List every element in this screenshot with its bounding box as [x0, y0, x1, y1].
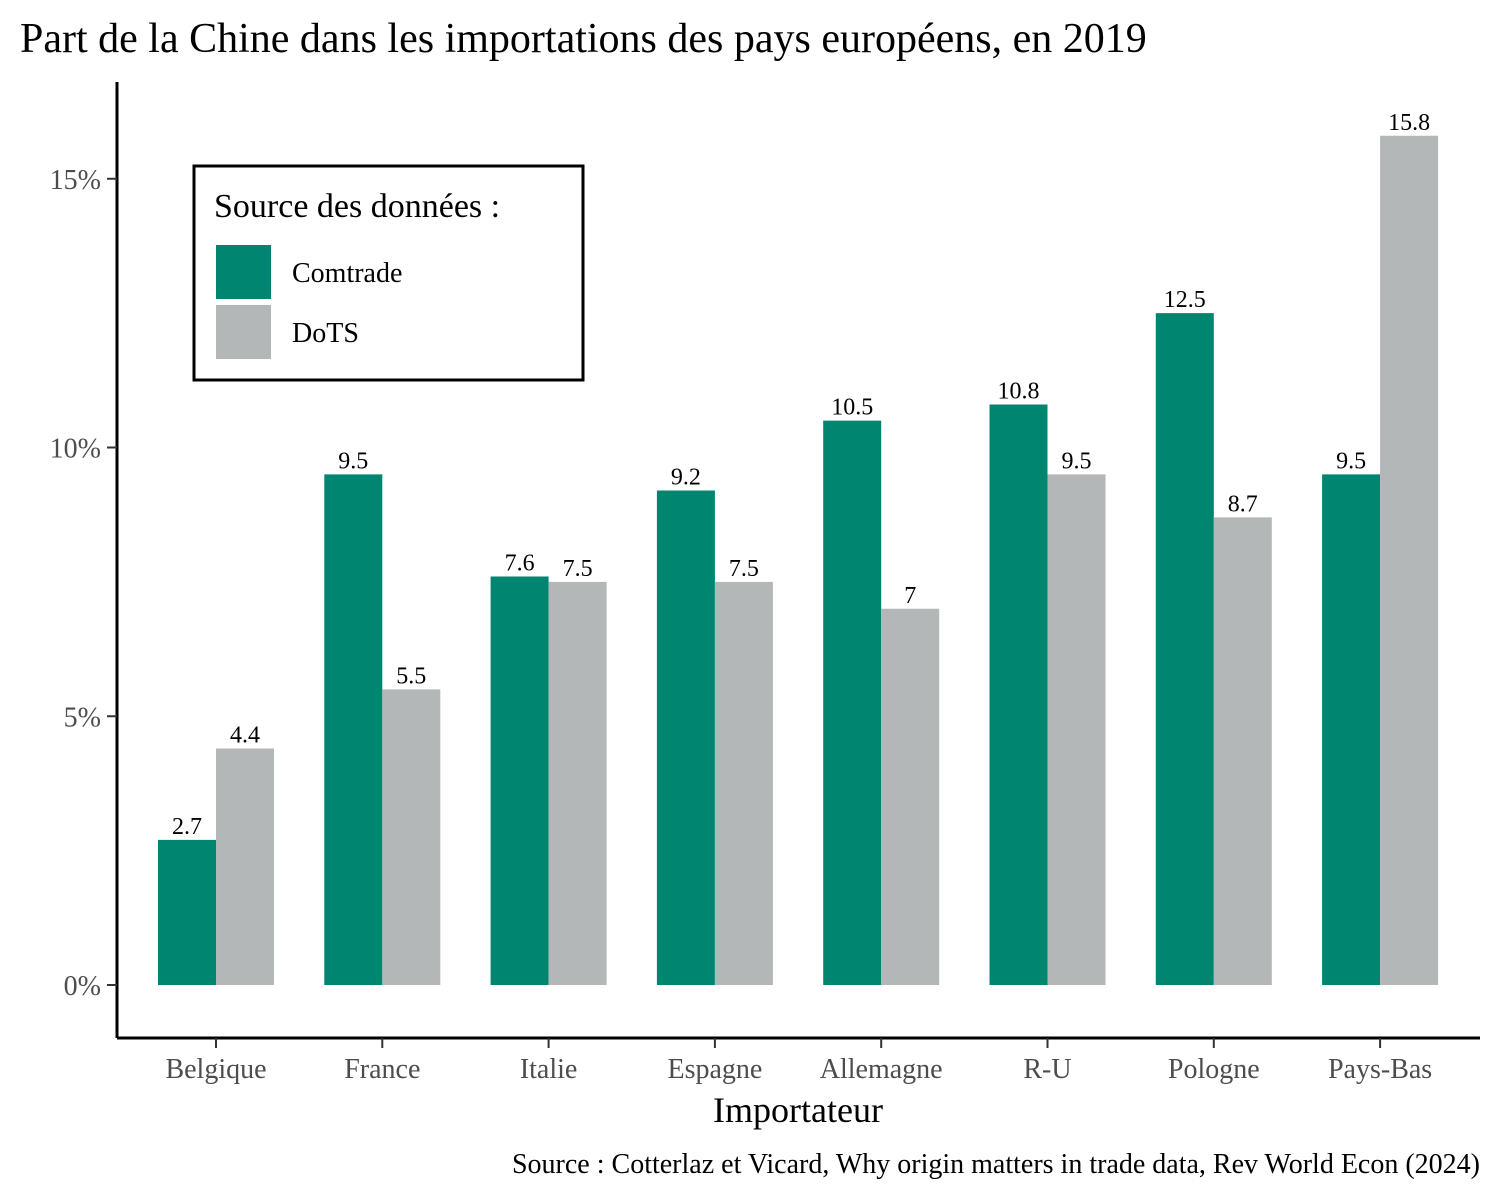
y-tick-label: 10%	[50, 434, 101, 465]
bar-comtrade-belgique	[158, 839, 216, 985]
x-tick-label: Belgique	[165, 1054, 266, 1085]
data-label: 7.5	[563, 556, 593, 582]
bar-dots-espagne	[714, 581, 773, 985]
y-tick-label: 0%	[64, 971, 101, 1002]
bar-comtrade-espagne	[656, 490, 715, 985]
data-label: 15.8	[1388, 110, 1430, 136]
x-axis-title: Importateur	[713, 1090, 883, 1130]
bar-dots-pays-bas	[1380, 135, 1439, 985]
bar-dots-allemagne	[881, 608, 940, 985]
bar-comtrade-pologne	[1155, 313, 1214, 985]
y-tick-label: 5%	[64, 702, 101, 733]
bar-dots-r-u	[1047, 474, 1106, 985]
data-label: 9.2	[671, 465, 701, 491]
legend: Source des données : Comtrade DoTS	[192, 164, 585, 382]
legend-title: Source des données :	[214, 188, 500, 225]
x-tick-label: Pologne	[1168, 1054, 1260, 1085]
source-caption: Source : Cotterlaz et Vicard, Why origin…	[512, 1149, 1480, 1180]
data-label: 12.5	[1164, 287, 1206, 313]
data-labels-layer: 2.7 4.4 9.5 5.5 7.6 7.5 9.2 7.5 10.5 7 10.8 9.5 12.5…	[172, 110, 1430, 840]
data-label: 10.5	[831, 395, 873, 421]
bar-dots-france	[382, 689, 441, 985]
bar-comtrade-pays-bas	[1322, 474, 1381, 985]
legend-label-dots: DoTS	[292, 318, 359, 349]
data-label: 7	[904, 583, 916, 609]
data-label: 5.5	[396, 663, 426, 689]
data-label: 9.5	[1336, 448, 1366, 474]
data-label: 9.5	[338, 448, 368, 474]
y-axis: 0% 5% 10% 15%	[50, 82, 119, 1038]
bar-comtrade-italie	[490, 576, 549, 985]
data-label: 2.7	[172, 814, 202, 840]
legend-swatch-comtrade	[216, 245, 271, 299]
x-tick-label: France	[344, 1054, 420, 1085]
x-tick-label: Espagne	[667, 1054, 762, 1085]
y-tick-label: 15%	[50, 165, 101, 196]
data-label: 10.8	[998, 379, 1040, 405]
bar-dots-italie	[548, 581, 607, 985]
bars-layer	[158, 135, 1439, 985]
bar-comtrade-allemagne	[823, 420, 882, 985]
bar-dots-pologne	[1213, 517, 1272, 985]
bar-dots-belgique	[216, 748, 274, 985]
data-label: 4.4	[230, 723, 260, 749]
data-label: 7.5	[729, 556, 759, 582]
data-label: 8.7	[1228, 491, 1258, 517]
x-tick-label: Allemagne	[820, 1054, 943, 1085]
legend-swatch-dots	[216, 305, 271, 359]
data-label: 7.6	[505, 551, 535, 577]
data-label: 9.5	[1062, 448, 1092, 474]
x-tick-label: Italie	[520, 1054, 578, 1085]
x-axis: Belgique France Italie Espagne Allemagne R-U P…	[117, 1036, 1480, 1085]
x-tick-label: Pays-Bas	[1328, 1054, 1432, 1085]
bar-comtrade-france	[324, 474, 383, 985]
x-tick-label: R-U	[1023, 1054, 1071, 1085]
chart-title: Part de la Chine dans les importations d…	[20, 16, 1147, 62]
legend-label-comtrade: Comtrade	[292, 258, 402, 289]
bar-comtrade-r-u	[989, 404, 1048, 985]
